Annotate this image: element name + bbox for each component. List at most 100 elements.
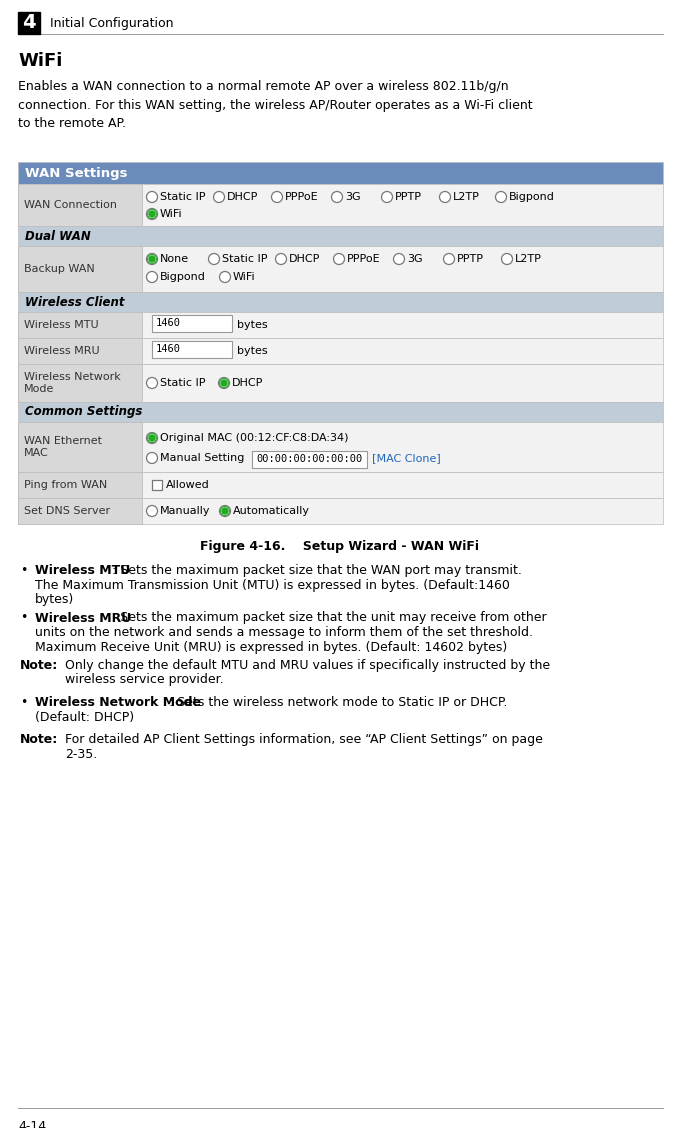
- Circle shape: [208, 254, 219, 264]
- Circle shape: [272, 192, 283, 203]
- Text: 00:00:00:00:00:00: 00:00:00:00:00:00: [256, 455, 362, 465]
- Circle shape: [149, 211, 155, 217]
- Text: Backup WAN: Backup WAN: [24, 264, 95, 274]
- Text: Initial Configuration: Initial Configuration: [50, 17, 174, 29]
- Text: Wireless MTU: Wireless MTU: [35, 564, 130, 578]
- Text: Wireless Client: Wireless Client: [25, 296, 125, 308]
- Circle shape: [146, 272, 157, 282]
- Text: Common Settings: Common Settings: [25, 405, 142, 418]
- Text: WiFi: WiFi: [160, 209, 183, 219]
- Text: Static IP: Static IP: [222, 254, 268, 264]
- Circle shape: [443, 254, 454, 264]
- Bar: [18, 497, 142, 525]
- Text: wireless service provider.: wireless service provider.: [65, 673, 223, 687]
- Text: Maximum Receive Unit (MRU) is expressed in bytes. (Default: 14602 bytes): Maximum Receive Unit (MRU) is expressed …: [35, 641, 507, 653]
- Circle shape: [146, 452, 157, 464]
- Circle shape: [146, 209, 157, 220]
- Circle shape: [146, 432, 157, 443]
- Text: None: None: [160, 254, 189, 264]
- Text: Only change the default MTU and MRU values if specifically instructed by the: Only change the default MTU and MRU valu…: [65, 659, 550, 672]
- Text: WiFi: WiFi: [18, 52, 63, 70]
- Text: (Default: DHCP): (Default: DHCP): [35, 711, 134, 723]
- Text: Allowed: Allowed: [166, 481, 210, 490]
- Text: Figure 4-16.    Setup Wizard - WAN WiFi: Figure 4-16. Setup Wizard - WAN WiFi: [200, 540, 479, 553]
- Text: DHCP: DHCP: [227, 192, 258, 202]
- Text: Ping from WAN: Ping from WAN: [24, 481, 107, 490]
- Bar: [18, 292, 663, 312]
- Circle shape: [146, 192, 157, 203]
- Text: Static IP: Static IP: [160, 192, 206, 202]
- Bar: [18, 246, 663, 292]
- Text: Note:: Note:: [20, 733, 59, 746]
- Text: : Sets the maximum packet size that the WAN port may transmit.: : Sets the maximum packet size that the …: [112, 564, 522, 578]
- Circle shape: [381, 192, 392, 203]
- Text: Wireless Network
Mode: Wireless Network Mode: [24, 372, 121, 394]
- Text: 3G: 3G: [345, 192, 361, 202]
- Circle shape: [439, 192, 451, 203]
- Circle shape: [214, 192, 225, 203]
- Text: •: •: [20, 696, 27, 710]
- Bar: [18, 497, 663, 525]
- Text: Wireless MRU: Wireless MRU: [24, 346, 99, 356]
- Text: Original MAC (00:12:CF:C8:DA:34): Original MAC (00:12:CF:C8:DA:34): [160, 433, 349, 443]
- Text: PPTP: PPTP: [395, 192, 422, 202]
- Bar: [18, 422, 142, 472]
- Text: Wireless MTU: Wireless MTU: [24, 320, 99, 331]
- Text: Wireless MRU: Wireless MRU: [35, 611, 131, 625]
- Circle shape: [146, 378, 157, 388]
- Text: bytes: bytes: [237, 320, 268, 331]
- Text: L2TP: L2TP: [453, 192, 480, 202]
- Text: Manually: Manually: [160, 506, 210, 515]
- Text: Manual Setting: Manual Setting: [160, 453, 244, 462]
- Bar: [152, 341, 232, 358]
- Text: 1460: 1460: [156, 344, 181, 354]
- Bar: [252, 451, 367, 468]
- Text: 3G: 3G: [407, 254, 423, 264]
- Text: [MAC Clone]: [MAC Clone]: [372, 453, 441, 462]
- Text: •: •: [20, 611, 27, 625]
- Circle shape: [146, 254, 157, 264]
- Text: •: •: [20, 564, 27, 578]
- Text: 1460: 1460: [156, 318, 181, 328]
- Text: Automatically: Automatically: [233, 506, 310, 515]
- Text: units on the network and sends a message to inform them of the set threshold.: units on the network and sends a message…: [35, 626, 533, 638]
- Text: The Maximum Transmission Unit (MTU) is expressed in bytes. (Default:1460: The Maximum Transmission Unit (MTU) is e…: [35, 579, 510, 591]
- Circle shape: [334, 254, 345, 264]
- Bar: [18, 364, 142, 402]
- Text: : Sets the maximum packet size that the unit may receive from other: : Sets the maximum packet size that the …: [112, 611, 546, 625]
- Text: WAN Connection: WAN Connection: [24, 200, 117, 210]
- Bar: [18, 338, 663, 364]
- Circle shape: [276, 254, 287, 264]
- Circle shape: [219, 505, 230, 517]
- Circle shape: [394, 254, 405, 264]
- Bar: [18, 422, 663, 472]
- Bar: [18, 472, 142, 497]
- Circle shape: [149, 435, 155, 441]
- Text: PPTP: PPTP: [457, 254, 484, 264]
- Circle shape: [149, 256, 155, 262]
- Circle shape: [221, 380, 227, 386]
- Text: PPPoE: PPPoE: [347, 254, 381, 264]
- Text: 4: 4: [22, 14, 36, 33]
- Circle shape: [501, 254, 513, 264]
- Text: DHCP: DHCP: [232, 378, 264, 388]
- Bar: [18, 162, 663, 184]
- Bar: [18, 472, 663, 497]
- Text: Enables a WAN connection to a normal remote AP over a wireless 802.11b/g/n
conne: Enables a WAN connection to a normal rem…: [18, 80, 533, 130]
- Bar: [18, 338, 142, 364]
- Text: bytes: bytes: [237, 346, 268, 356]
- Text: Dual WAN: Dual WAN: [25, 229, 91, 243]
- Text: WAN Settings: WAN Settings: [25, 167, 127, 179]
- Text: Set DNS Server: Set DNS Server: [24, 506, 110, 515]
- Text: bytes): bytes): [35, 593, 74, 606]
- Bar: [18, 312, 663, 338]
- Text: PPPoE: PPPoE: [285, 192, 319, 202]
- Text: WAN Ethernet
MAC: WAN Ethernet MAC: [24, 437, 102, 458]
- Bar: [152, 315, 232, 332]
- Circle shape: [222, 508, 228, 514]
- Text: Bigpond: Bigpond: [160, 272, 206, 282]
- Text: DHCP: DHCP: [289, 254, 320, 264]
- Bar: [18, 246, 142, 292]
- Circle shape: [332, 192, 343, 203]
- Text: For detailed AP Client Settings information, see “AP Client Settings” on page: For detailed AP Client Settings informat…: [65, 733, 543, 746]
